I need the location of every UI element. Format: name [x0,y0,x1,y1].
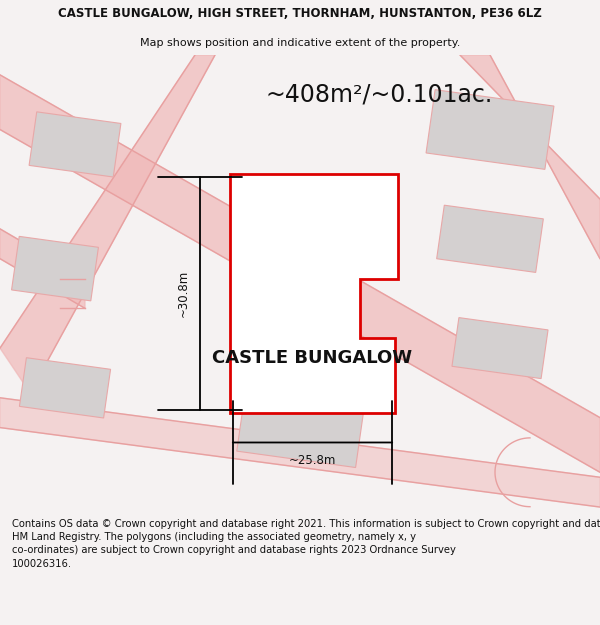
Polygon shape [0,229,85,308]
Polygon shape [437,205,544,272]
Text: ~408m²/~0.101ac.: ~408m²/~0.101ac. [265,82,492,107]
Polygon shape [426,89,554,169]
Text: CASTLE BUNGALOW, HIGH STREET, THORNHAM, HUNSTANTON, PE36 6LZ: CASTLE BUNGALOW, HIGH STREET, THORNHAM, … [58,8,542,20]
Text: ~30.8m: ~30.8m [177,270,190,317]
Polygon shape [237,398,363,468]
Polygon shape [0,398,600,507]
Polygon shape [11,236,98,301]
Text: ~25.8m: ~25.8m [289,454,336,468]
Polygon shape [19,357,110,418]
Text: CASTLE BUNGALOW: CASTLE BUNGALOW [212,349,412,367]
Polygon shape [452,318,548,379]
Polygon shape [29,112,121,177]
Polygon shape [0,75,600,472]
Text: Contains OS data © Crown copyright and database right 2021. This information is : Contains OS data © Crown copyright and d… [12,519,600,569]
Polygon shape [230,174,398,412]
Polygon shape [460,55,600,259]
Polygon shape [0,55,215,392]
Text: Map shows position and indicative extent of the property.: Map shows position and indicative extent… [140,38,460,48]
